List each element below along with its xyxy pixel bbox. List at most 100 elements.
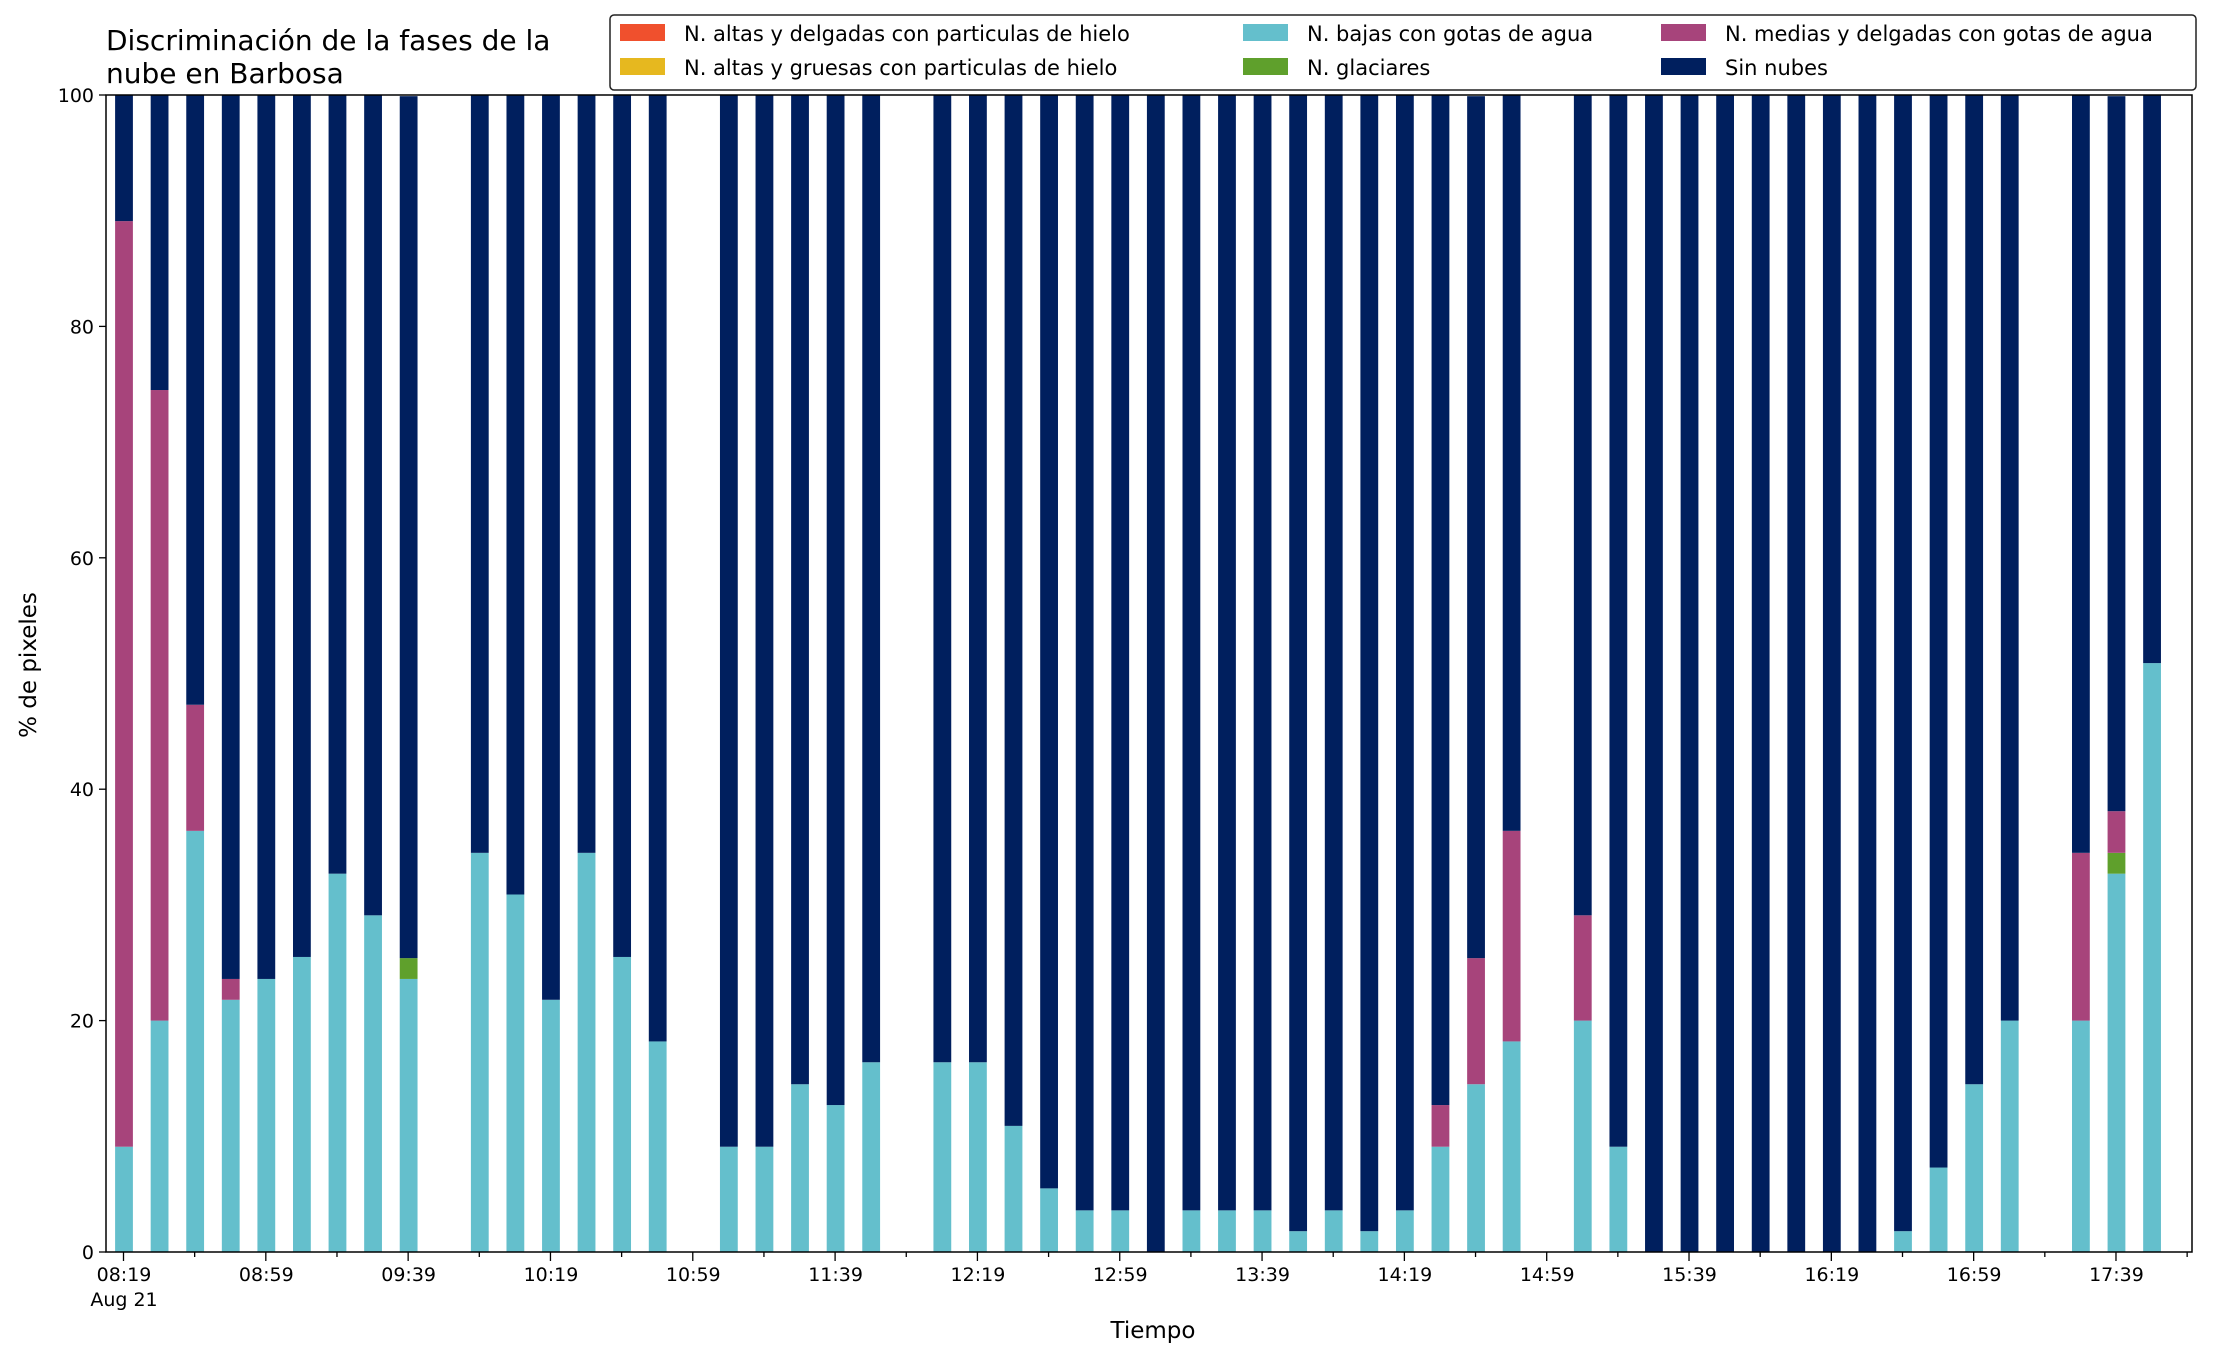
legend-swatch	[1661, 24, 1706, 41]
bar-segment	[1004, 1125, 1023, 1252]
bar-segment	[1645, 95, 1663, 1252]
bar-segment	[1609, 95, 1628, 1147]
x-tick-label: 12:59	[1093, 1264, 1148, 1286]
legend-label: N. altas y gruesas con particulas de hie…	[684, 56, 1117, 80]
bar-segment	[755, 95, 774, 1147]
bar-segment	[1894, 1231, 1912, 1252]
x-tick-label: 16:59	[1947, 1264, 2002, 1286]
y-axis-title: % de pixeles	[16, 592, 42, 738]
bar-segment	[2072, 1020, 2090, 1252]
bar-segment	[1289, 1231, 1308, 1252]
bar-segment	[115, 221, 133, 1147]
bar-segment	[791, 95, 809, 1085]
legend-swatch	[620, 58, 665, 75]
bar-segment	[542, 95, 560, 1000]
legend: N. altas y delgadas con particulas de hi…	[609, 14, 2197, 91]
bar-segment	[399, 958, 418, 979]
bar-segment	[364, 915, 382, 1252]
bar-segment	[648, 95, 667, 1042]
x-tick-label: 12:19	[951, 1264, 1006, 1286]
bar-segment	[1929, 95, 1948, 1168]
bar-segment	[542, 999, 560, 1252]
chart-title-line-2: nube en Barbosa	[106, 57, 344, 90]
bar-segment	[2072, 852, 2090, 1021]
bar-segment	[1467, 1084, 1485, 1252]
bar-segment	[1146, 95, 1165, 1252]
bar-segment	[1182, 95, 1201, 1211]
bar-segment	[1324, 1210, 1343, 1252]
bars-layer	[115, 95, 2161, 1252]
bar-segment	[1929, 1167, 1948, 1252]
bar-segment	[257, 95, 276, 979]
bar-segment	[221, 95, 240, 979]
bar-segment	[1360, 1231, 1379, 1252]
bar-segment	[1004, 95, 1023, 1126]
legend-swatch	[620, 24, 665, 41]
bar-segment	[399, 96, 418, 959]
bar-segment	[2107, 852, 2126, 874]
bar-segment	[613, 956, 632, 1252]
x-tick-label: 11:39	[808, 1264, 863, 1286]
x-tick-label: 14:19	[1377, 1264, 1432, 1286]
bar-segment	[2000, 95, 2019, 1021]
legend-label: N. bajas con gotas de agua	[1307, 22, 1593, 46]
legend-label: Sin nubes	[1725, 56, 1828, 80]
bar-segment	[577, 852, 596, 1252]
y-tick-label: 0	[82, 1242, 94, 1264]
x-date-label: Aug 21	[90, 1289, 157, 1311]
x-tick-label: 10:19	[524, 1264, 579, 1286]
bar-segment	[328, 873, 347, 1252]
bar-segment	[2107, 811, 2126, 853]
bar-segment	[969, 1062, 987, 1252]
bar-segment	[115, 1146, 133, 1252]
bar-segment	[1467, 958, 1485, 1085]
bar-segment	[933, 95, 952, 1063]
x-tick-label: 13:39	[1235, 1264, 1290, 1286]
bar-segment	[1289, 95, 1308, 1232]
x-tick-label: 08:59	[239, 1264, 294, 1286]
bar-segment	[221, 978, 240, 1000]
bar-segment	[221, 999, 240, 1252]
x-axis-title: Tiempo	[1110, 1318, 1196, 1344]
bar-segment	[1822, 95, 1841, 1252]
legend-swatch	[1661, 58, 1706, 75]
bar-segment	[719, 1146, 738, 1252]
bar-segment	[470, 852, 489, 1252]
bar-segment	[115, 95, 133, 222]
x-tick-label: 14:59	[1520, 1264, 1575, 1286]
bar-segment	[1253, 95, 1272, 1211]
bar-segment	[1573, 915, 1592, 1021]
bar-segment	[1858, 95, 1877, 1252]
bar-segment	[293, 95, 311, 957]
x-tick-label: 08:19	[97, 1264, 152, 1286]
legend-box	[609, 14, 2197, 91]
bar-segment	[1111, 1210, 1130, 1252]
bar-segment	[1502, 830, 1521, 1042]
plot-frame	[105, 94, 2193, 1253]
bar-segment	[755, 1146, 774, 1252]
bar-segment	[1502, 1041, 1521, 1252]
legend-swatch	[1243, 24, 1288, 41]
bar-segment	[1502, 95, 1521, 831]
bar-segment	[862, 95, 881, 1063]
bar-segment	[1787, 95, 1806, 1252]
bar-segment	[470, 95, 489, 853]
y-tick-label: 20	[70, 1011, 94, 1033]
bar-segment	[506, 95, 525, 895]
x-tick-label: 10:59	[666, 1264, 721, 1286]
bar-segment	[1431, 1146, 1450, 1252]
bar-segment	[150, 390, 169, 1021]
bar-segment	[1573, 95, 1592, 916]
bar-segment	[1253, 1210, 1272, 1252]
bar-segment	[1218, 1210, 1236, 1252]
y-tick-label: 80	[70, 316, 94, 338]
bar-segment	[791, 1084, 809, 1252]
bar-segment	[862, 1062, 881, 1252]
bar-segment	[719, 95, 738, 1147]
x-tick-label: 15:39	[1662, 1264, 1717, 1286]
bar-segment	[826, 1105, 845, 1252]
y-tick-label: 100	[58, 85, 94, 107]
bar-segment	[2143, 663, 2161, 1252]
chart-title-line-1: Discriminación de la fases de la	[106, 24, 550, 57]
